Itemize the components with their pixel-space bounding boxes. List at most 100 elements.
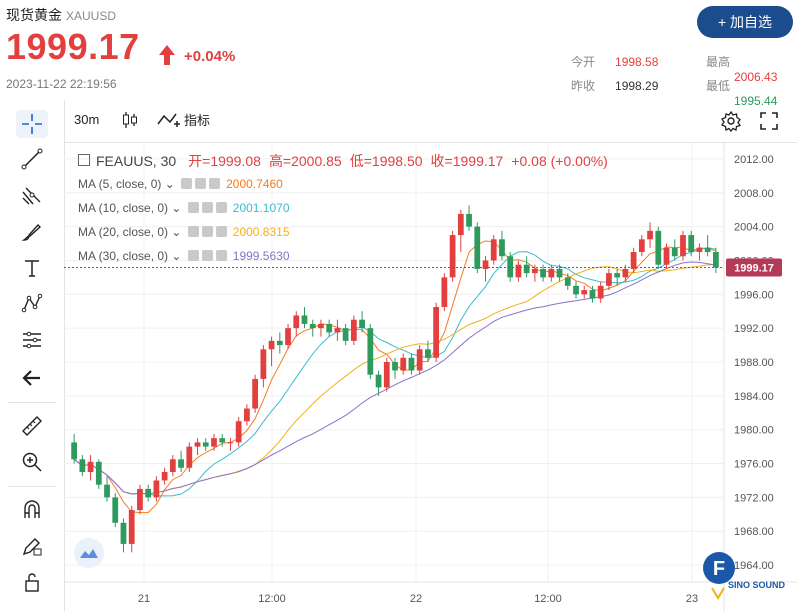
sino-sound-logo: F SINO SOUND [703,552,786,600]
fullscreen-button[interactable] [758,110,780,135]
add-watchlist-button[interactable]: + 加自选 [697,6,793,38]
header-title: 现货黄金 XAUUSD [6,5,116,25]
candle-body [350,319,357,341]
settings-button[interactable] [720,110,742,135]
candle-body [235,421,242,443]
y-tick-label: 1980.00 [734,425,774,437]
candle-body [606,273,612,286]
candle-body [474,226,481,269]
candle-body [704,247,711,252]
ruler-tool[interactable] [16,412,48,440]
x-tick-label: 12:00 [258,593,286,605]
candle-body [318,323,324,329]
candle-body [663,247,670,265]
pattern-icon [21,293,43,313]
gear-icon[interactable] [201,226,213,237]
chart-area[interactable]: 2012.002008.002004.002000.001996.001992.… [64,142,797,611]
candle-body [614,273,621,278]
close-icon[interactable] [209,178,221,189]
candle-body [540,268,546,278]
y-tick-label: 1996.00 [734,289,774,301]
candle-body [79,459,86,472]
close-icon[interactable] [215,226,227,237]
gear-icon[interactable] [195,178,207,189]
close-icon[interactable] [215,202,227,213]
compare-button[interactable] [74,538,104,568]
fib-icon [22,187,41,205]
drawing-toolbar [0,100,65,611]
text-tool[interactable] [16,254,48,282]
candle-body [211,438,217,447]
last-price-badge [726,258,782,277]
x-tick-label: 21 [138,593,150,605]
lock-tool[interactable] [16,568,48,596]
interval-selector[interactable]: 30m [74,112,100,127]
candle-body [128,510,135,544]
candle-type-button[interactable] [120,110,140,133]
measure-tool[interactable] [16,326,48,354]
candle-body [276,340,283,346]
lock-icon [25,573,39,592]
ma5-legend[interactable]: MA (5, close, 0) ⌄ 2000.7460 [78,177,283,191]
candle-body [449,235,456,278]
ma20-label: MA (20, close, 0) [78,225,169,239]
collapse-icon[interactable] [78,154,90,166]
candle-body [153,480,160,498]
crosshair-tool[interactable] [16,110,48,138]
fib-tool[interactable] [16,182,48,210]
timestamp: 2023-11-22 22:19:56 [6,77,117,91]
up-arrow-icon [159,45,175,65]
candle-body [482,260,489,269]
close-icon[interactable] [215,250,227,261]
ruler-icon [22,416,42,436]
back-tool[interactable] [16,364,48,392]
y-tick-label: 1972.00 [734,492,774,504]
candle-body [647,230,653,240]
low-label: 最低 [706,79,731,93]
price-change: +0.04% [184,48,236,65]
last-price: 1999.17 [6,26,140,67]
prev-close-label: 昨收 [571,79,596,93]
ma10-label: MA (10, close, 0) [78,201,169,215]
ma30-legend[interactable]: MA (30, close, 0) ⌄ 1999.5630 [78,249,290,263]
ma10-legend[interactable]: MA (10, close, 0) ⌄ 2001.1070 [78,201,290,215]
candle-body [573,285,579,295]
candle-body [334,328,341,333]
brush-icon [21,223,42,241]
brush-tool[interactable] [16,218,48,246]
y-tick-label: 1992.00 [734,323,774,335]
fullscreen-icon [760,112,778,130]
candle-body [194,442,201,447]
eye-icon[interactable] [187,202,199,213]
lock-draw-tool[interactable] [16,532,48,560]
candle-body [268,340,275,350]
candle-body [556,268,563,278]
ma5-label: MA (5, close, 0) [78,177,162,191]
indicators-button[interactable]: 指标 [156,110,210,134]
candle-body [309,323,316,329]
eye-icon[interactable] [187,226,199,237]
low-stat: 最低1995.44 [706,77,797,108]
last-price-label: 1999.17 [734,262,774,274]
indicator-icon [157,113,180,127]
candle-body [186,446,193,468]
magnet-tool[interactable] [16,496,48,524]
eye-icon[interactable] [187,250,199,261]
gear-icon[interactable] [201,202,213,213]
candle-body [507,256,514,278]
zoom-tool[interactable] [16,448,48,476]
indicators-label: 指标 [184,113,211,128]
area-chart-icon [80,549,98,558]
pattern-tool[interactable] [16,290,48,318]
candle-body [457,213,464,236]
svg-text:F: F [713,558,725,580]
arrow-left-icon [22,370,40,386]
candlestick-chart[interactable]: 2012.002008.002004.002000.001996.001992.… [64,142,797,611]
eye-icon[interactable] [181,178,193,189]
trend-line-tool[interactable] [16,145,48,173]
candle-body [87,461,94,472]
ma20-legend[interactable]: MA (20, close, 0) ⌄ 2000.8315 [78,225,290,239]
x-tick-label: 22 [410,593,422,605]
gear-icon[interactable] [201,250,213,261]
candle-body [400,357,407,371]
